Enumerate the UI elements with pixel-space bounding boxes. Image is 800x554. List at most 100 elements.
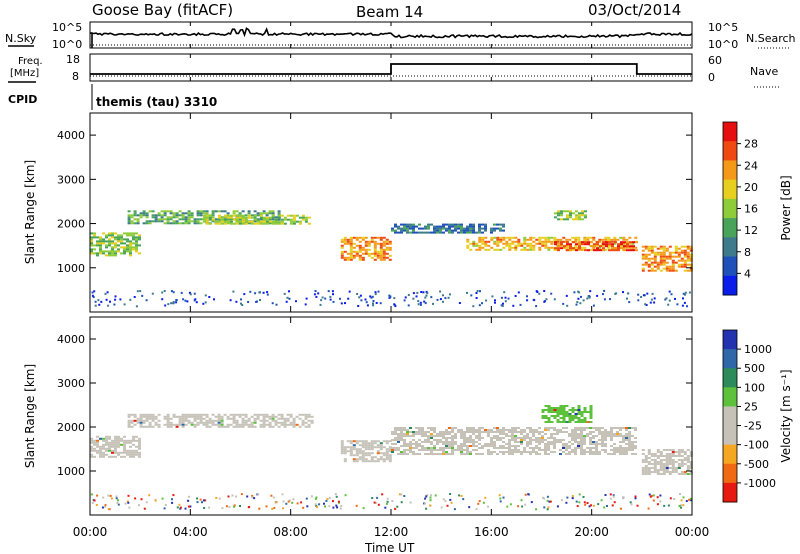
- velocity-cell: [262, 425, 266, 428]
- power-cell: [581, 212, 584, 215]
- velocity-cell: [418, 433, 421, 435]
- power-cell: [220, 216, 224, 219]
- velocity-cell: [391, 449, 394, 451]
- power-cell: [644, 245, 648, 248]
- power-cell: [611, 249, 614, 252]
- velocity-scatter-cell: [115, 495, 118, 498]
- velocity-cell: [565, 415, 569, 417]
- power-cell: [349, 252, 353, 255]
- velocity-cell: [385, 456, 389, 459]
- power-cell: [373, 248, 377, 251]
- power-cell: [394, 225, 397, 228]
- velocity-cell: [556, 429, 559, 431]
- velocity-scatter-cell: [302, 506, 305, 509]
- power-scatter-cell: [664, 298, 667, 301]
- velocity-cell: [202, 417, 206, 420]
- velocity-cell: [592, 437, 595, 439]
- velocity-cell: [541, 409, 545, 411]
- velocity-cell: [193, 419, 197, 422]
- velocity-scatter-cell: [425, 495, 428, 498]
- freq-label-2: [MHz]: [10, 68, 39, 79]
- velocity-cell: [346, 446, 350, 449]
- velocity-cell: [583, 435, 586, 437]
- velocity-cell: [427, 431, 430, 433]
- power-cell: [376, 242, 380, 245]
- power-cell: [653, 269, 657, 272]
- power-cell: [117, 236, 120, 239]
- velocity-cell: [589, 441, 592, 443]
- power-cell: [490, 229, 493, 232]
- power-cell: [644, 253, 648, 256]
- power-cell: [298, 220, 302, 223]
- power-cell: [262, 210, 266, 213]
- velocity-cell: [226, 423, 230, 426]
- power-scatter-cell: [426, 292, 429, 295]
- power-scatter-cell: [587, 295, 590, 298]
- power-cell: [418, 231, 421, 234]
- power-cell: [629, 249, 632, 252]
- power-cell: [511, 242, 515, 245]
- power-cell: [448, 223, 451, 226]
- power-cell: [397, 225, 400, 228]
- power-cell: [478, 244, 482, 247]
- power-cell: [656, 267, 660, 270]
- velocity-cell: [181, 425, 185, 428]
- power-cell: [572, 218, 575, 221]
- power-cell: [93, 244, 96, 247]
- power-cell: [611, 247, 614, 250]
- velocity-cell: [674, 469, 678, 471]
- velocity-cell: [430, 433, 433, 435]
- velocity-cell: [644, 455, 648, 457]
- colorbar-cell: [723, 330, 737, 350]
- velocity-cell: [577, 429, 580, 431]
- velocity-cell: [451, 427, 454, 429]
- power-scatter-cell: [491, 295, 494, 298]
- velocity-cell: [610, 435, 613, 437]
- power-cell: [613, 242, 617, 245]
- power-cell: [105, 236, 108, 239]
- velocity-scatter-cell: [682, 496, 685, 499]
- velocity-cell: [496, 431, 499, 433]
- power-cell: [135, 236, 138, 239]
- velocity-cell: [166, 413, 170, 416]
- power-cell: [292, 218, 296, 221]
- power-cell: [349, 248, 353, 251]
- velocity-cell: [686, 457, 690, 459]
- velocity-cell: [571, 439, 574, 441]
- velocity-cell: [647, 457, 651, 459]
- power-cell: [409, 225, 412, 228]
- velocity-cell: [223, 425, 227, 428]
- velocity-cell: [135, 435, 138, 438]
- power-cell: [265, 218, 269, 221]
- velocity-cell: [268, 423, 272, 426]
- power-scatter-cell: [119, 298, 122, 301]
- velocity-cell: [460, 449, 463, 451]
- power-cell: [502, 223, 505, 226]
- velocity-scatter-cell: [546, 495, 549, 498]
- velocity-cell: [478, 435, 481, 437]
- power-scatter-cell: [609, 298, 611, 301]
- velocity-cell: [511, 431, 514, 433]
- velocity-cell: [292, 419, 296, 422]
- power-cell: [388, 248, 392, 251]
- velocity-cell: [641, 453, 645, 455]
- power-scatter-cell: [653, 301, 656, 304]
- velocity-cell: [108, 435, 111, 438]
- power-cell: [650, 257, 654, 260]
- power-cell: [517, 240, 521, 243]
- velocity-cell: [406, 449, 409, 451]
- velocity-cell: [523, 451, 526, 453]
- power-cell: [130, 216, 134, 219]
- velocity-cell: [400, 429, 403, 431]
- velocity-cell: [135, 449, 138, 452]
- velocity-cell: [304, 417, 308, 420]
- velocity-cell: [574, 453, 577, 455]
- velocity-cell: [114, 437, 117, 440]
- velocity-cell: [123, 435, 126, 438]
- velocity-cell: [586, 451, 589, 453]
- velocity-cell: [370, 440, 374, 443]
- power-cell: [569, 243, 572, 246]
- power-scatter-cell: [430, 296, 433, 299]
- power-scatter-cell: [417, 300, 420, 303]
- velocity-cell: [589, 437, 592, 439]
